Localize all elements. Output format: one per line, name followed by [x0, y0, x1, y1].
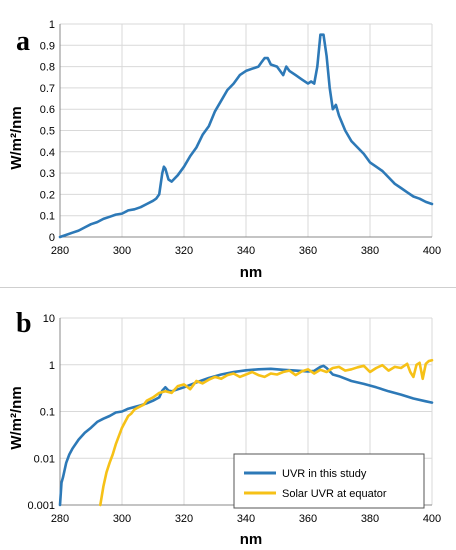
- x-tick-label: 320: [175, 513, 193, 525]
- y-tick-label: 10: [43, 313, 55, 325]
- x-tick-label: 300: [113, 513, 131, 525]
- x-tick-label: 360: [299, 245, 317, 257]
- y-tick-label: 0.01: [34, 453, 55, 465]
- legend-label-uvr: UVR in this study: [282, 468, 367, 480]
- x-tick-label: 280: [51, 513, 69, 525]
- y-axis-title-a: W/m²/nm: [8, 106, 25, 169]
- y-tick-label: 0: [49, 232, 55, 244]
- x-tick-label: 340: [237, 513, 255, 525]
- y-tick-label: 1: [49, 19, 55, 31]
- legend-box: [233, 453, 425, 509]
- x-tick-label: 300: [113, 245, 131, 257]
- x-tick-label: 320: [175, 245, 193, 257]
- panel-label-b: b: [16, 308, 32, 339]
- y-tick-label: 1: [49, 360, 55, 372]
- y-tick-label: 0.001: [27, 500, 55, 512]
- x-axis-title-b: nm: [240, 531, 263, 548]
- y-tick-label: 0.6: [40, 104, 55, 116]
- panel-label-a: a: [16, 26, 30, 57]
- chart-a-svg: 0 0.1 0.2 0.3 0.4 0.5 0.6 0.7 0.8 0.9 1 280 300 320 34…: [8, 19, 441, 281]
- chart-b-svg: 0.001 0.01 0.1 1 10 280 300 320 340 360 380 400 b n…: [8, 308, 441, 548]
- x-tick-label: 400: [423, 513, 441, 525]
- x-tick-label: 380: [361, 513, 379, 525]
- y-tick-label: 0.9: [40, 40, 55, 52]
- y-axis-title-b: W/m²/nm: [8, 386, 25, 449]
- series-line-solar: [99, 358, 434, 507]
- y-tick-label: 0.1: [40, 407, 55, 419]
- panel-divider: [0, 287, 456, 288]
- series-line-uvr: [58, 364, 434, 507]
- x-tick-label: 380: [361, 245, 379, 257]
- y-tick-label: 0.7: [40, 83, 55, 95]
- panel-b: 0.001 0.01 0.1 1 10 280 300 320 340 360 380 400 b n…: [0, 292, 456, 550]
- panel-a: 0 0.1 0.2 0.3 0.4 0.5 0.6 0.7 0.8 0.9 1 280 300 320 34…: [8, 19, 442, 281]
- legend-label-solar: Solar UVR at equator: [282, 488, 387, 500]
- plot-area-a: 0 0.1 0.2 0.3 0.4 0.5 0.6 0.7 0.8 0.9 1 280 300 320 34…: [40, 19, 441, 257]
- y-tick-label: 0.3: [40, 168, 55, 180]
- x-tick-label: 340: [237, 245, 255, 257]
- x-tick-label: 360: [299, 513, 317, 525]
- x-tick-label: 400: [423, 245, 441, 257]
- y-tick-label: 0.5: [40, 126, 55, 138]
- y-tick-label: 0.8: [40, 62, 55, 74]
- y-tick-label: 0.2: [40, 189, 55, 201]
- x-axis-title-a: nm: [240, 264, 263, 281]
- series-line-uvr: [58, 33, 434, 239]
- y-tick-label: 0.4: [40, 147, 55, 159]
- x-tick-label: 280: [51, 245, 69, 257]
- y-tick-label: 0.1: [40, 211, 55, 223]
